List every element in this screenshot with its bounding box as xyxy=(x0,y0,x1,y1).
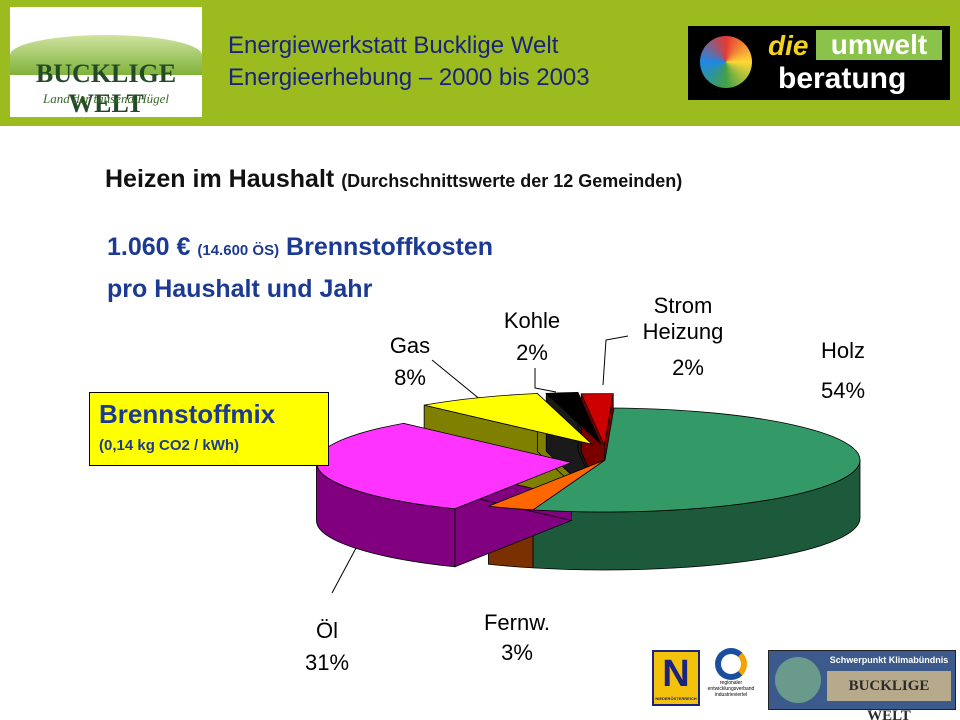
slice-top xyxy=(488,459,606,511)
rmvi-text: regionaler entwicklungsverband industrie… xyxy=(707,680,755,698)
value-label: 3% xyxy=(501,640,533,665)
subtitle-text: pro Haushalt und Jahr xyxy=(107,275,373,303)
rmvi-logo: regionaler entwicklungsverband industrie… xyxy=(706,648,756,706)
logo-left: BUCKLIGE WELT Land der tausend Hügel xyxy=(10,7,202,118)
slice-top xyxy=(316,423,573,510)
category-label: Öl xyxy=(316,618,338,643)
category-label: Kohle xyxy=(503,308,561,333)
rmvi-ring xyxy=(715,648,747,680)
amount-note: (14.600 ÖS) xyxy=(197,242,280,259)
badge-n: N NIEDERÖSTERREICH xyxy=(652,650,700,706)
category-label: Holz xyxy=(820,338,865,363)
klima-globe xyxy=(775,657,821,703)
value-label: 2% xyxy=(516,340,548,365)
logo-hill xyxy=(10,35,202,75)
category-label: Gas xyxy=(389,333,431,358)
logo-beratung: beratung xyxy=(778,62,907,95)
value-label: 54% xyxy=(820,378,866,403)
klima-logo: Schwerpunkt Klimabündnis BUCKLIGE WELT xyxy=(768,650,956,720)
amount: 1.060 € xyxy=(107,233,191,261)
logo-name: BUCKLIGE WELT xyxy=(35,59,177,118)
value-label: 2% xyxy=(672,355,704,380)
annotation-box: Brennstoffmix (0,14 kg CO2 / kWh) xyxy=(89,392,329,466)
category-label: Fernw. xyxy=(483,610,551,635)
logo-tagline: Land der tausend Hügel xyxy=(42,91,170,106)
chart-subtitle: 1.060 € (14.600 ÖS) Brennstoffkosten pro… xyxy=(107,228,493,308)
badge-letter: N xyxy=(662,653,690,695)
subtitle-text: Brennstoffkosten xyxy=(286,233,494,261)
klima-text: Schwerpunkt Klimabündnis xyxy=(829,655,949,665)
value-label: 31% xyxy=(304,650,350,675)
logo-die: die xyxy=(768,30,809,61)
annotation-note: (0,14 kg CO2 / kWh) xyxy=(99,437,240,454)
badge-sub: NIEDERÖSTERREICH xyxy=(655,696,697,701)
logo-right: die umwelt beratung xyxy=(688,26,950,100)
title: Heizen im Haushalt xyxy=(105,165,335,193)
title-note: (Durchschnittswerte der 12 Gemeinden) xyxy=(341,171,683,191)
logo-umwelt: umwelt xyxy=(816,30,942,60)
header-text: Energiewerkstatt Bucklige Welt Energieer… xyxy=(228,30,590,94)
chart-title: Heizen im Haushalt (Durchschnittswerte d… xyxy=(105,165,682,194)
logo-sun xyxy=(700,36,752,88)
header-line: Energieerhebung – 2000 bis 2003 xyxy=(228,64,590,91)
slice-top xyxy=(531,407,861,513)
slice-top xyxy=(424,393,594,446)
category-label: Strom Heizung xyxy=(642,293,724,344)
klima-name: BUCKLIGE WELT xyxy=(827,671,951,720)
annotation-title: Brennstoffmix xyxy=(99,399,276,429)
value-label: 8% xyxy=(394,365,426,390)
slice-top xyxy=(545,391,602,445)
header-line: Energiewerkstatt Bucklige Welt xyxy=(228,32,559,59)
slice-top xyxy=(580,393,614,447)
